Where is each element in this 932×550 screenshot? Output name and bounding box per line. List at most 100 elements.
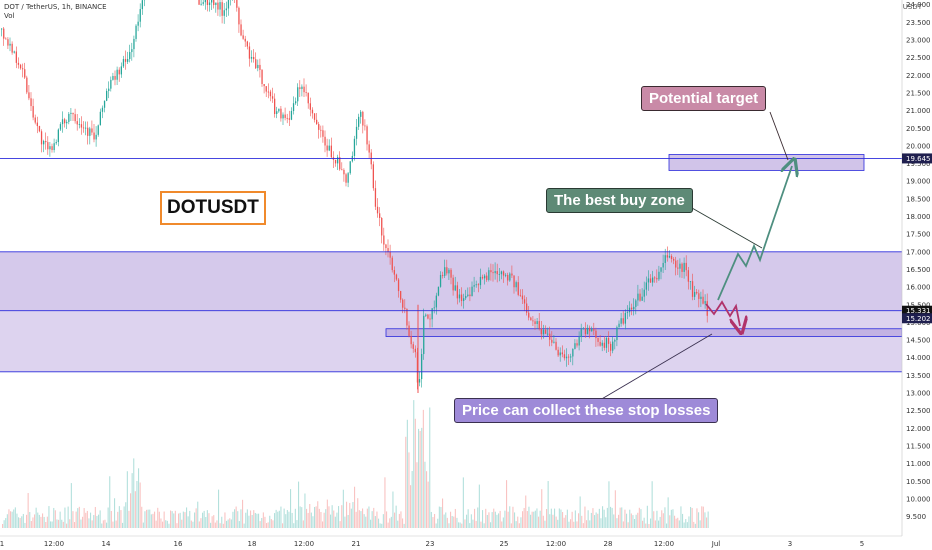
volume-bar xyxy=(506,480,508,528)
volume-bar xyxy=(275,509,277,528)
volume-bar xyxy=(450,511,452,528)
volume-bar xyxy=(88,518,90,528)
candle-body xyxy=(681,263,683,272)
volume-bar xyxy=(339,521,341,528)
volume-bar xyxy=(621,507,623,528)
candle-body xyxy=(679,263,681,269)
candle-body xyxy=(668,255,671,258)
volume-bar xyxy=(259,521,261,528)
price-tick-label: 23.500 xyxy=(906,19,931,27)
candle-body xyxy=(255,59,257,69)
volume-bar xyxy=(560,509,562,528)
time-tick-label: 25 xyxy=(500,540,509,548)
volume-bar xyxy=(173,513,175,528)
time-tick-label: 21 xyxy=(352,540,361,548)
candle-body xyxy=(607,338,610,344)
candle-body xyxy=(395,274,398,280)
volume-bar xyxy=(392,491,394,528)
candle-body xyxy=(290,110,293,120)
volume-bar xyxy=(310,512,312,528)
volume-bar xyxy=(358,510,360,528)
volume-bar xyxy=(568,521,570,528)
volume-bar xyxy=(667,497,669,528)
volume-bar xyxy=(219,523,221,528)
volume-bar xyxy=(632,515,634,528)
candle-body xyxy=(670,255,673,259)
price-tick-label: 21.000 xyxy=(906,107,931,115)
candle-body xyxy=(198,0,200,5)
candle-body xyxy=(318,124,320,130)
volume-bar xyxy=(574,510,576,528)
volume-bar xyxy=(486,514,488,528)
candle-body xyxy=(286,117,288,119)
candle-body xyxy=(439,274,442,287)
candle-body xyxy=(7,39,9,46)
candle-body xyxy=(691,281,694,297)
volume-bar xyxy=(210,522,212,528)
candle-body xyxy=(250,57,253,59)
candle-body xyxy=(118,69,120,75)
volume-bar xyxy=(702,506,704,528)
volume-bar xyxy=(413,400,415,528)
volume-bar xyxy=(286,510,288,528)
volume-bar xyxy=(10,511,12,528)
volume-bar xyxy=(174,510,176,528)
volume-bar xyxy=(355,511,357,528)
candle-body xyxy=(299,87,301,89)
candle-body xyxy=(574,343,576,349)
time-tick-label: Jul xyxy=(711,540,721,548)
volume-bar xyxy=(694,523,696,528)
volume-bar xyxy=(482,510,484,528)
volume-bar xyxy=(662,513,664,528)
volume-bar xyxy=(426,471,428,528)
price-axis[interactable]: 24.000 23.500 23.000 22.500 22.000 21.500 21.0… xyxy=(901,0,932,550)
candle-body xyxy=(227,0,230,9)
target-label: Potential target xyxy=(641,86,767,111)
volume-bar xyxy=(650,518,652,528)
volume-bar xyxy=(182,511,184,528)
volume-bar xyxy=(690,506,692,528)
volume-bar xyxy=(336,512,338,528)
candle-body xyxy=(559,352,561,356)
candle-body xyxy=(358,116,360,127)
candle-body xyxy=(141,0,143,10)
volume-bar xyxy=(51,521,53,528)
volume-bar xyxy=(509,506,511,528)
candle-body xyxy=(271,96,274,99)
candle-body xyxy=(469,294,471,297)
volume-bar xyxy=(654,520,656,528)
volume-bar xyxy=(112,521,114,528)
candle-body xyxy=(666,255,668,258)
volume-bar xyxy=(35,507,37,528)
candle-body xyxy=(463,298,465,302)
candle-body xyxy=(347,173,349,183)
candle-body xyxy=(131,49,133,53)
time-axis[interactable]: 1 12:00 14 16 18 12:00 21 23 25 12:00 28 12:00 Jul 3 5 xyxy=(0,535,902,548)
volume-bar xyxy=(427,481,429,528)
volume-bar xyxy=(94,506,96,528)
volume-bar xyxy=(162,521,164,528)
candle-body xyxy=(656,277,658,280)
volume-bar xyxy=(248,515,250,528)
price-tick-label: 20.500 xyxy=(906,125,931,133)
volume-bar xyxy=(421,427,423,528)
candle-body xyxy=(261,69,263,84)
candle-body xyxy=(622,318,624,324)
price-tick-label: 12.500 xyxy=(906,407,931,415)
volume-bar xyxy=(675,518,677,528)
volume-bar xyxy=(218,489,220,528)
volume-bar xyxy=(674,515,676,528)
candle-body xyxy=(597,338,599,342)
candle-body xyxy=(26,77,28,93)
volume-bar xyxy=(501,521,503,528)
candle-body xyxy=(647,278,650,283)
volume-bar xyxy=(406,419,408,528)
volume-bar xyxy=(614,490,616,528)
candle-body xyxy=(320,129,322,131)
candle-body xyxy=(582,328,584,330)
candle-body xyxy=(433,307,435,309)
candle-body xyxy=(116,69,118,80)
candle-body xyxy=(580,329,582,338)
volume-bar xyxy=(293,523,295,528)
